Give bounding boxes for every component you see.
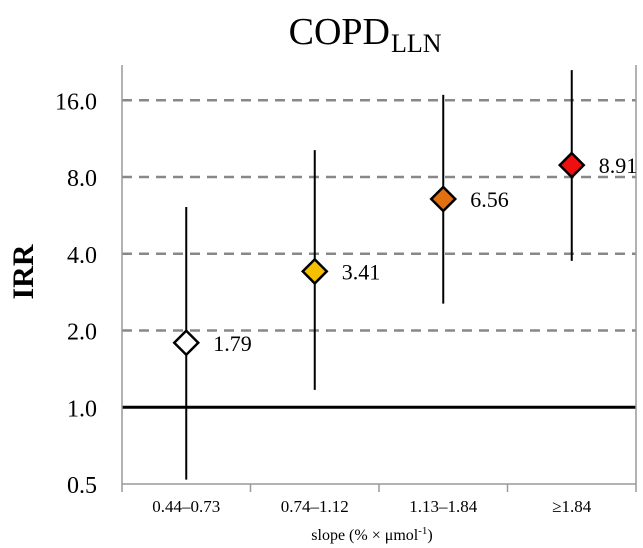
x-axis-label: slope (% × μmol-1) [311, 525, 432, 544]
chart-title-subscript: LLN [391, 29, 442, 58]
chart-title-main: COPD [289, 11, 390, 53]
diamond-marker [557, 151, 586, 179]
data-label: 8.91 [599, 153, 638, 178]
y-tick-label: 2.0 [67, 320, 97, 346]
diamond-marker [429, 185, 458, 213]
y-tick-label: 8.0 [67, 166, 97, 192]
diamond-marker [172, 329, 201, 357]
y-tick-label: 4.0 [67, 243, 97, 269]
x-tick-label: 0.44–0.73 [152, 497, 220, 516]
data-label: 6.56 [470, 187, 509, 212]
x-axis-label-superscript: -1 [418, 525, 427, 537]
x-tick-label: 1.13–1.84 [409, 497, 478, 516]
x-axis-label-main: slope (% × μmol [311, 527, 418, 544]
plot-frame [121, 65, 637, 492]
data-label: 3.41 [342, 259, 381, 284]
diamond-marker [300, 257, 329, 286]
data-labels: 1.79 3.41 6.56 8.91 [213, 153, 637, 356]
gridlines [122, 99, 636, 409]
y-tick-label: 16.0 [55, 89, 97, 115]
x-tick-label: 0.74–1.12 [281, 497, 349, 516]
y-axis-label: IRR [7, 244, 40, 299]
data-markers [172, 151, 586, 357]
chart-title: COPD LLN [289, 11, 442, 58]
data-label: 1.79 [213, 331, 252, 356]
y-tick-label: 1.0 [67, 396, 97, 422]
x-axis-label-suffix: ) [427, 527, 432, 544]
y-tick-label: 0.5 [67, 473, 97, 499]
x-tick-label: ≥1.84 [552, 497, 592, 516]
y-tick-labels: 0.5 1.0 2.0 4.0 8.0 16.0 [55, 89, 97, 499]
x-tick-labels: 0.44–0.73 0.74–1.12 1.13–1.84 ≥1.84 [152, 497, 592, 516]
